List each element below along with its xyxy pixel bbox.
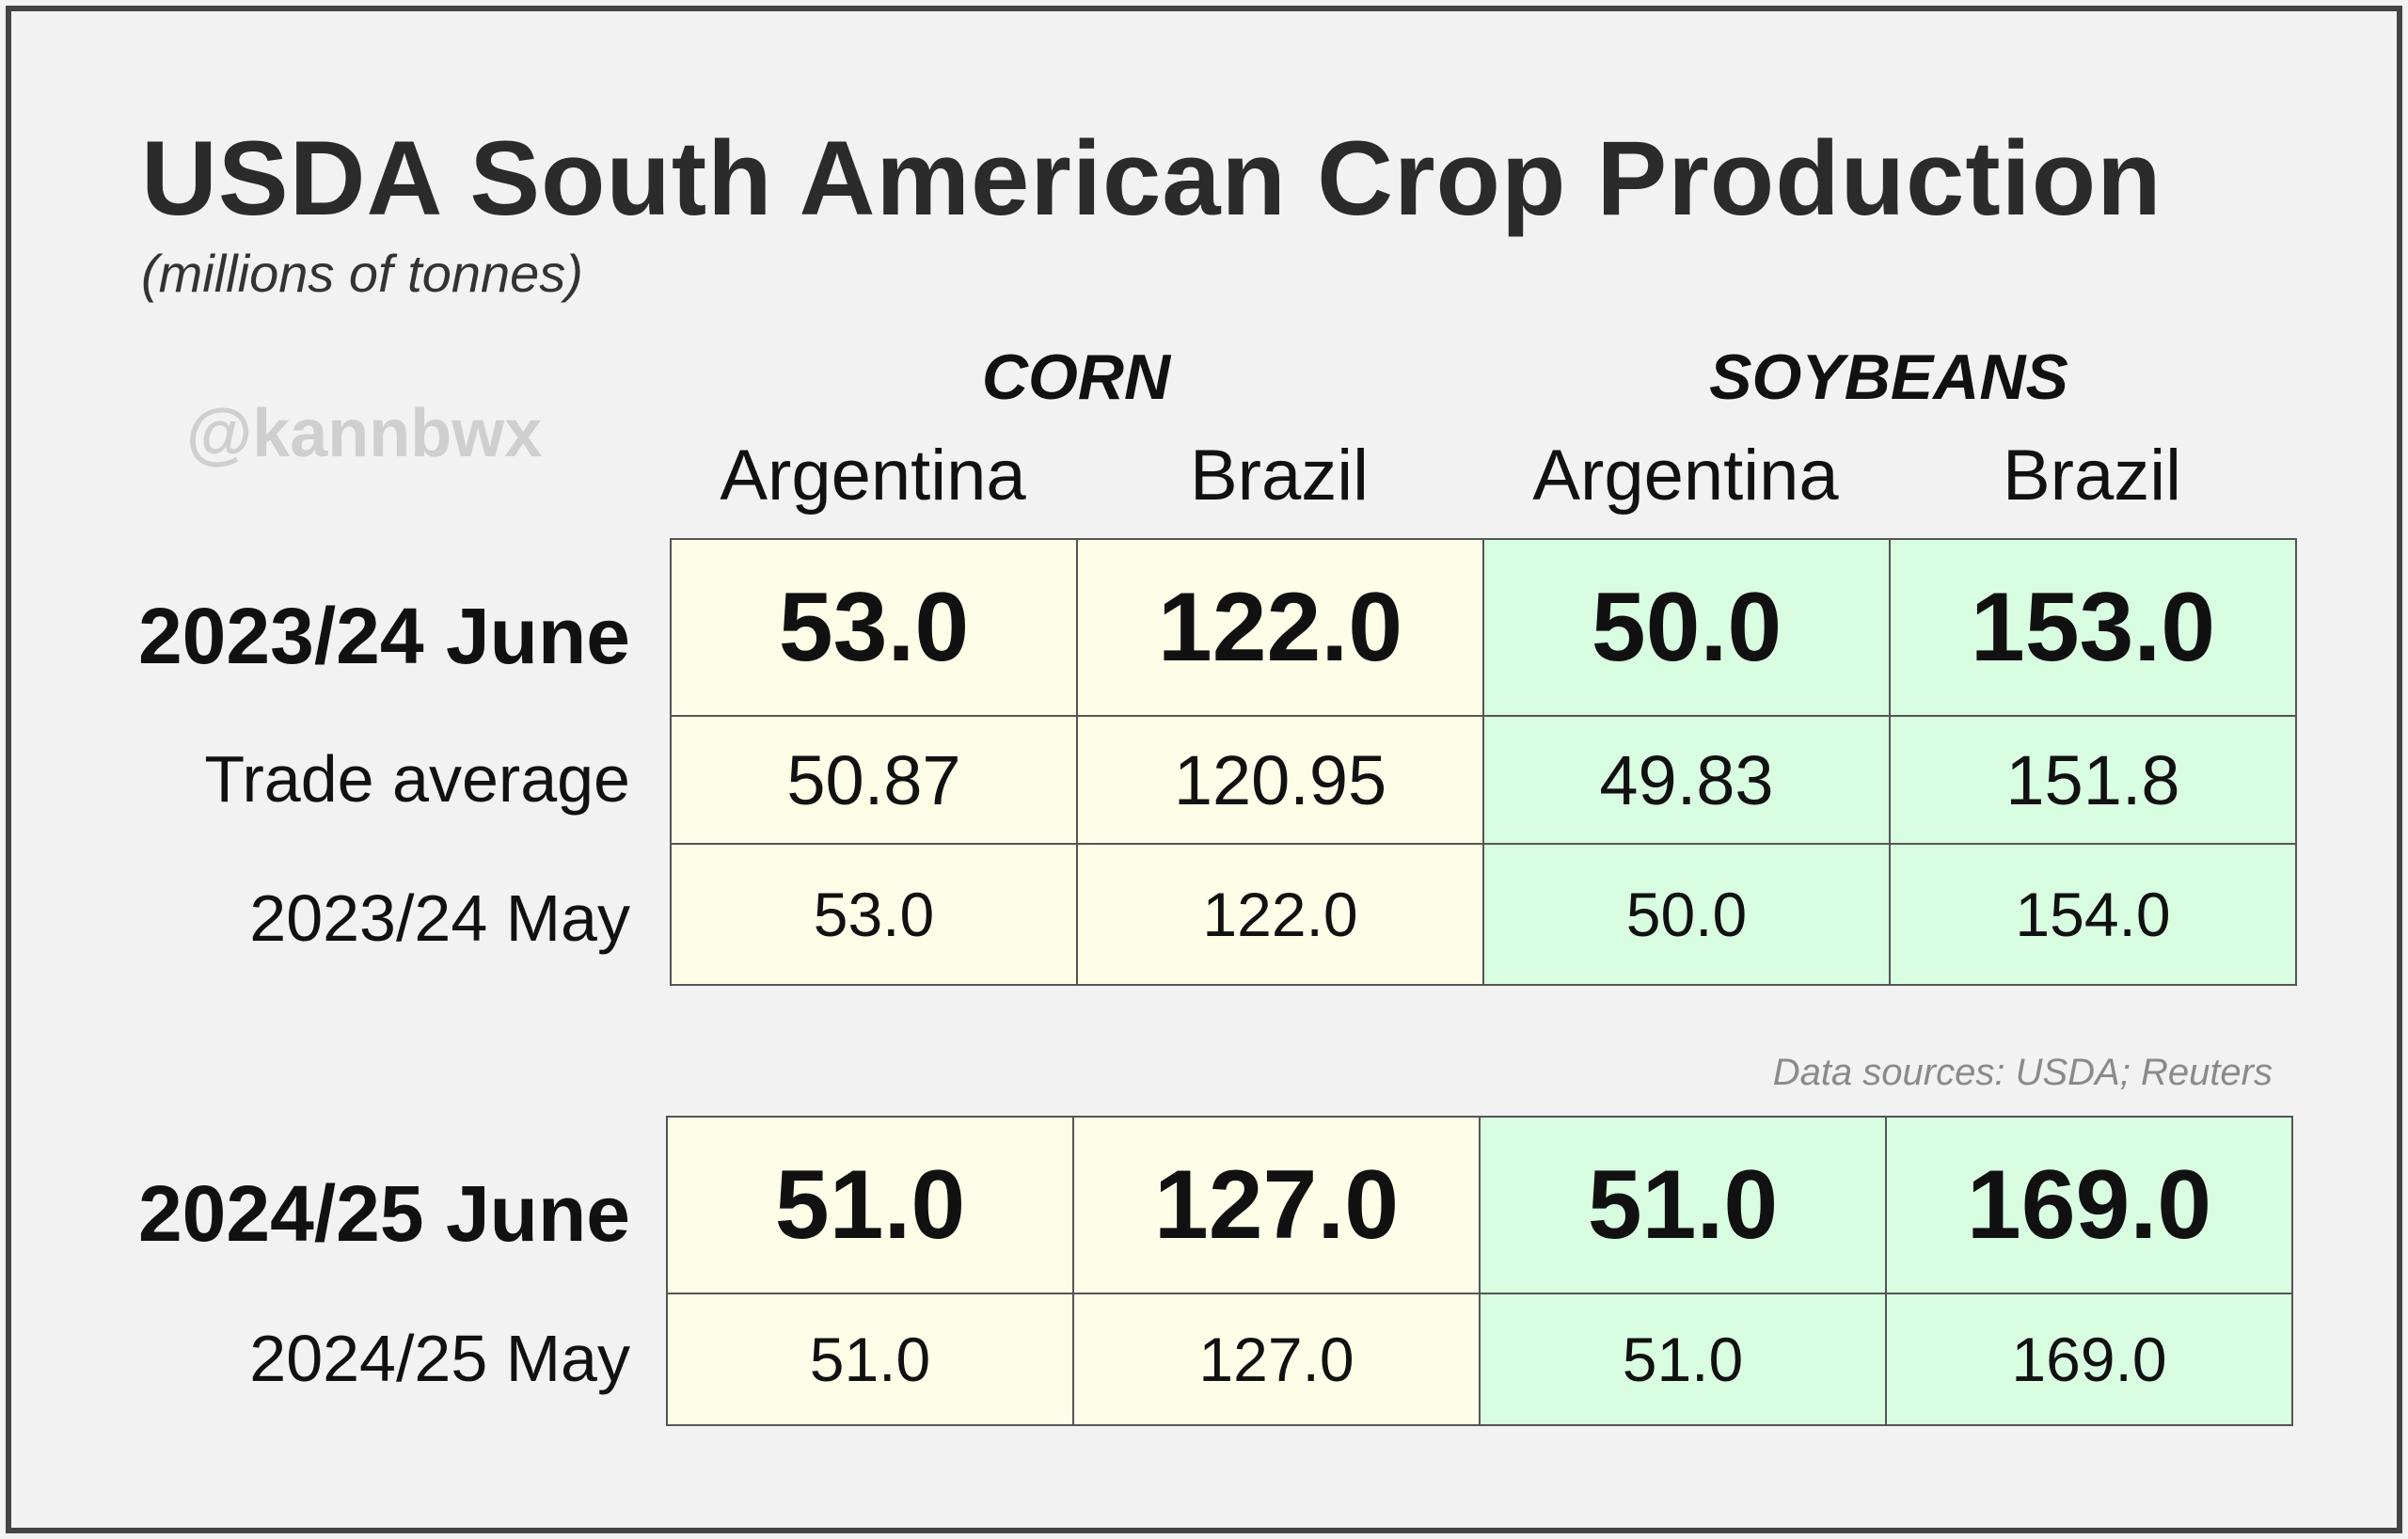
cell-value: 50.0: [1482, 538, 1891, 717]
row-label-2023-24-may: 2023/24 May: [249, 881, 630, 955]
table-row: 51.0 127.0 51.0 169.0: [666, 1116, 2293, 1294]
table-2023-24: 53.0 122.0 50.0 153.0 50.87 120.95 49.83…: [670, 538, 2297, 986]
chart-subtitle: (millions of tonnes): [141, 244, 583, 303]
table-row: 53.0 122.0 50.0 154.0: [670, 843, 2297, 986]
cell-value: 51.0: [666, 1293, 1074, 1426]
cell-value: 122.0: [1076, 843, 1484, 986]
data-source-note: Data sources: USDA; Reuters: [1772, 1052, 2273, 1093]
cell-value: 151.8: [1889, 715, 2297, 845]
table-2024-25: 51.0 127.0 51.0 169.0 51.0 127.0 51.0 16…: [666, 1116, 2293, 1426]
cell-value: 169.0: [1885, 1293, 2293, 1426]
cell-value: 53.0: [670, 538, 1078, 717]
cell-value: 122.0: [1076, 538, 1484, 717]
cell-value: 50.87: [670, 715, 1078, 845]
watermark: @kannbwx: [186, 396, 543, 471]
row-label-2023-24-june: 2023/24 June: [137, 592, 630, 680]
cell-value: 127.0: [1072, 1293, 1481, 1426]
table-row: 53.0 122.0 50.0 153.0: [670, 538, 2297, 717]
cell-value: 51.0: [1479, 1116, 1887, 1294]
cell-value: 120.95: [1076, 715, 1484, 845]
column-header-soybeans-brazil: Brazil: [2002, 436, 2182, 516]
table-row: 51.0 127.0 51.0 169.0: [666, 1293, 2293, 1426]
column-header-corn-argentina: Argentina: [720, 436, 1026, 516]
table-row: 50.87 120.95 49.83 151.8: [670, 715, 2297, 845]
cell-value: 127.0: [1072, 1116, 1481, 1294]
group-header-soybeans: SOYBEANS: [1709, 341, 2068, 413]
cell-value: 169.0: [1885, 1116, 2293, 1294]
row-label-2024-25-june: 2024/25 June: [137, 1169, 630, 1258]
row-label-trade-average: Trade average: [204, 742, 630, 816]
chart-title: USDA South American Crop Production: [141, 119, 2162, 237]
cell-value: 51.0: [1479, 1293, 1887, 1426]
column-header-soybeans-argentina: Argentina: [1532, 436, 1839, 516]
group-header-corn: CORN: [981, 341, 1171, 413]
cell-value: 153.0: [1889, 538, 2297, 717]
cell-value: 50.0: [1482, 843, 1891, 986]
cell-value: 154.0: [1889, 843, 2297, 986]
cell-value: 51.0: [666, 1116, 1074, 1294]
column-header-corn-brazil: Brazil: [1189, 436, 1370, 516]
row-label-2024-25-may: 2024/25 May: [249, 1322, 630, 1395]
cell-value: 53.0: [670, 843, 1078, 986]
cell-value: 49.83: [1482, 715, 1891, 845]
